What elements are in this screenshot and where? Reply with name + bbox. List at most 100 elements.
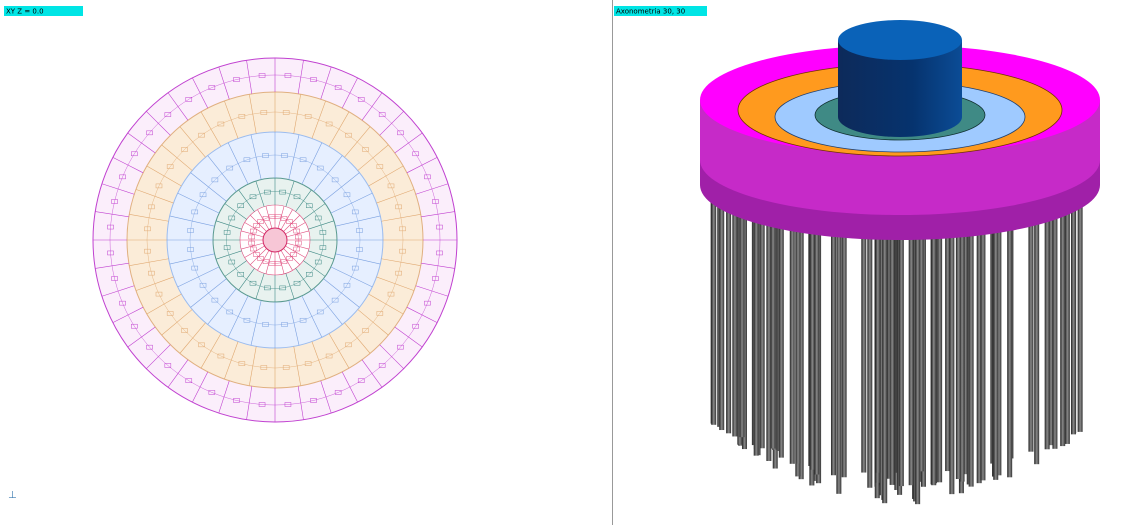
viewport-label: XY Z = 0.0 <box>6 8 44 16</box>
mesh-cell <box>191 265 199 271</box>
mesh-cell <box>282 110 290 115</box>
mesh-ring <box>189 154 361 326</box>
mesh-cell <box>331 297 339 303</box>
mesh-cell <box>155 183 163 189</box>
mesh-cell <box>286 219 293 224</box>
mesh-cell <box>397 130 404 136</box>
mesh-cell <box>198 342 205 348</box>
pile <box>889 170 895 485</box>
mesh-cell <box>223 230 231 235</box>
viewport-label: Axonometria 30, 30 <box>616 8 685 16</box>
mesh-cell <box>181 147 188 152</box>
mesh-cell <box>155 291 163 297</box>
mesh-cell <box>187 228 194 233</box>
mesh-cell <box>286 256 293 261</box>
mesh-cell <box>395 204 402 210</box>
mesh-cell <box>260 365 268 370</box>
mesh-cell <box>351 209 359 215</box>
pile <box>937 170 943 483</box>
pile <box>1028 170 1034 452</box>
mesh-cell <box>304 114 312 119</box>
pile <box>795 170 801 464</box>
mesh-cell <box>238 114 246 119</box>
mesh-cell <box>187 247 194 252</box>
pile <box>778 170 784 458</box>
mesh-cell <box>424 174 431 180</box>
pile <box>1034 170 1040 465</box>
mesh-cell <box>432 199 439 204</box>
mesh-cell <box>314 259 322 265</box>
mesh-cell <box>281 153 288 158</box>
plan-view <box>92 57 458 423</box>
pile <box>1070 170 1076 435</box>
mesh-cell <box>208 390 216 395</box>
mesh-cell <box>319 245 327 250</box>
mesh-cell <box>387 291 395 297</box>
mesh-cell <box>412 323 419 329</box>
pile <box>949 170 955 495</box>
pile <box>836 170 842 494</box>
mesh-cell <box>249 194 257 200</box>
mesh-cell <box>304 361 312 366</box>
mesh-cell <box>260 110 268 115</box>
mesh-cell <box>111 199 118 204</box>
mesh-cell <box>258 402 266 407</box>
mesh-cell <box>334 390 342 395</box>
mesh-cell <box>226 309 234 315</box>
pile <box>841 170 847 478</box>
mesh-cell <box>257 219 264 224</box>
mesh-cell <box>306 203 313 208</box>
mesh-cell <box>293 228 300 234</box>
pile <box>759 170 765 449</box>
mesh-cell <box>237 203 244 208</box>
pile <box>1060 170 1066 447</box>
mesh-cell <box>325 121 333 127</box>
mesh-cell <box>293 246 300 252</box>
mesh-ring <box>226 191 324 289</box>
viewport-tag <box>614 6 707 16</box>
mesh-cell <box>362 147 369 152</box>
mesh-cell <box>250 246 257 252</box>
mesh-cell <box>191 209 199 215</box>
pile <box>1044 170 1050 450</box>
mesh-cell <box>432 276 439 281</box>
mesh-cell <box>299 317 307 323</box>
mesh-cell <box>223 245 231 250</box>
mesh-cell <box>238 361 246 366</box>
mesh-cell <box>217 121 225 127</box>
mesh-cell <box>343 192 351 198</box>
mesh-cell <box>243 317 251 323</box>
mesh-cell <box>131 323 138 329</box>
pile <box>770 170 776 449</box>
mesh-cell <box>310 398 317 403</box>
mesh-cell <box>357 378 365 383</box>
mesh-cell <box>293 280 301 286</box>
mesh-cell <box>228 215 236 221</box>
pile <box>1048 170 1054 446</box>
mesh-cell <box>397 344 404 350</box>
foundation-3d <box>700 20 1100 240</box>
mesh-cell <box>290 252 297 257</box>
pile <box>830 170 836 476</box>
pile <box>955 170 961 480</box>
mesh-cell <box>111 276 118 281</box>
mesh-cell <box>262 153 269 158</box>
mesh-cell <box>257 256 264 261</box>
pile <box>898 170 904 487</box>
piles <box>710 170 1083 505</box>
mesh-cell <box>351 265 359 271</box>
mesh-cell <box>166 311 174 316</box>
mesh-cell <box>217 353 225 359</box>
mesh-ring <box>109 74 441 406</box>
pile <box>976 170 982 484</box>
mesh-cell <box>310 77 317 82</box>
mesh-cell <box>185 97 193 102</box>
pile <box>968 170 974 487</box>
pile <box>908 170 914 486</box>
pile <box>809 170 815 470</box>
mesh-ring <box>251 216 299 264</box>
pile <box>1064 170 1070 444</box>
mesh-cell <box>258 73 266 78</box>
